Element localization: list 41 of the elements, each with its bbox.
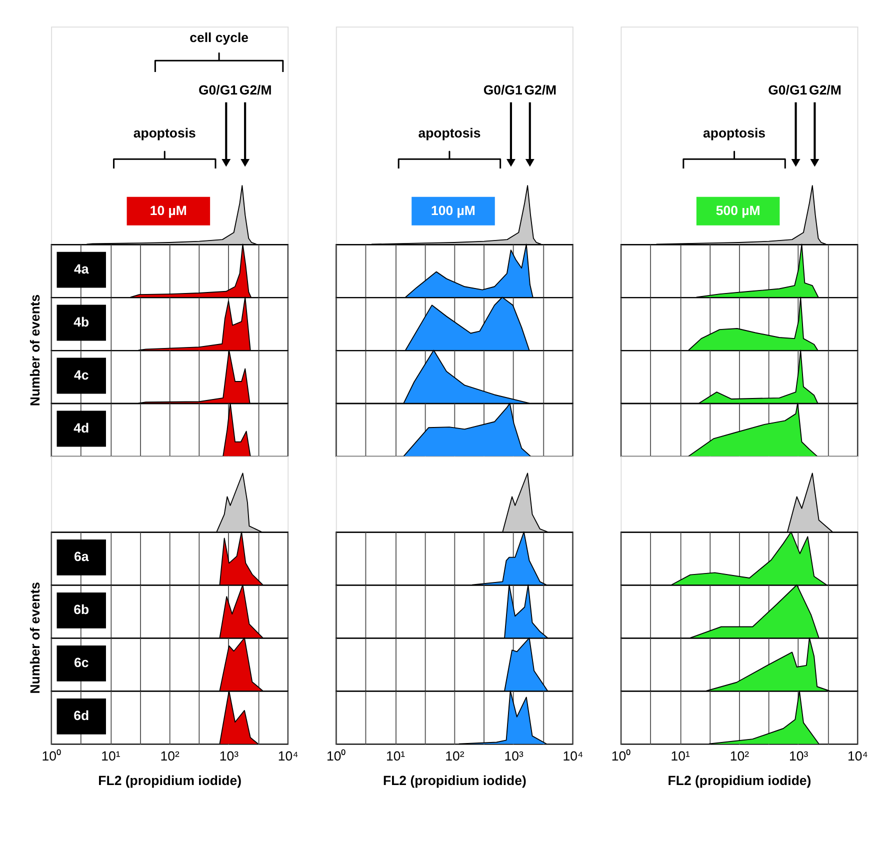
text: 6a [74, 549, 90, 564]
x-tick-label: 10² [160, 748, 180, 764]
text: 4a [74, 262, 90, 277]
text: G0/G1 [483, 82, 522, 98]
text: 6d [74, 708, 90, 724]
x-tick-label: 10⁰ [611, 748, 632, 764]
y-axis-title: Number of events [28, 582, 43, 694]
text: 4c [74, 368, 89, 383]
text: apoptosis [703, 125, 766, 140]
x-tick-label: 10² [730, 748, 750, 764]
text: 6b [74, 602, 90, 618]
text: G0/G1 [768, 82, 808, 98]
text: apoptosis [133, 125, 196, 140]
text: G2/M [239, 82, 272, 98]
x-tick-label: 10⁴ [562, 748, 584, 764]
text: G0/G1 [198, 82, 238, 98]
x-axis-title: FL2 (propidium iodide) [668, 773, 812, 788]
text: G2/M [524, 82, 557, 98]
text: G2/M [809, 82, 842, 98]
x-tick-label: 10¹ [101, 748, 121, 764]
x-tick-label: 10¹ [386, 748, 406, 764]
x-tick-label: 10³ [219, 748, 240, 764]
text: 500 µM [716, 202, 760, 218]
x-tick-label: 10⁰ [326, 748, 346, 764]
text: 10 µM [150, 202, 187, 218]
text: 4d [74, 420, 90, 436]
x-tick-label: 10⁴ [848, 748, 868, 764]
text: 6c [74, 655, 89, 670]
x-tick-label: 10² [445, 748, 465, 764]
x-tick-label: 10⁰ [42, 748, 62, 764]
x-tick-label: 10⁴ [278, 748, 299, 764]
x-tick-label: 10³ [789, 748, 809, 764]
x-tick-label: 10³ [504, 748, 524, 764]
x-axis-title: FL2 (propidium iodide) [382, 773, 526, 788]
y-axis-title: Number of events [28, 294, 43, 406]
x-tick-label: 10¹ [670, 748, 690, 764]
text: cell cycle [190, 30, 248, 45]
text: 100 µM [431, 202, 476, 218]
text: apoptosis [418, 125, 481, 140]
text: 4b [74, 314, 90, 330]
x-axis-title: FL2 (propidium iodide) [98, 773, 242, 788]
